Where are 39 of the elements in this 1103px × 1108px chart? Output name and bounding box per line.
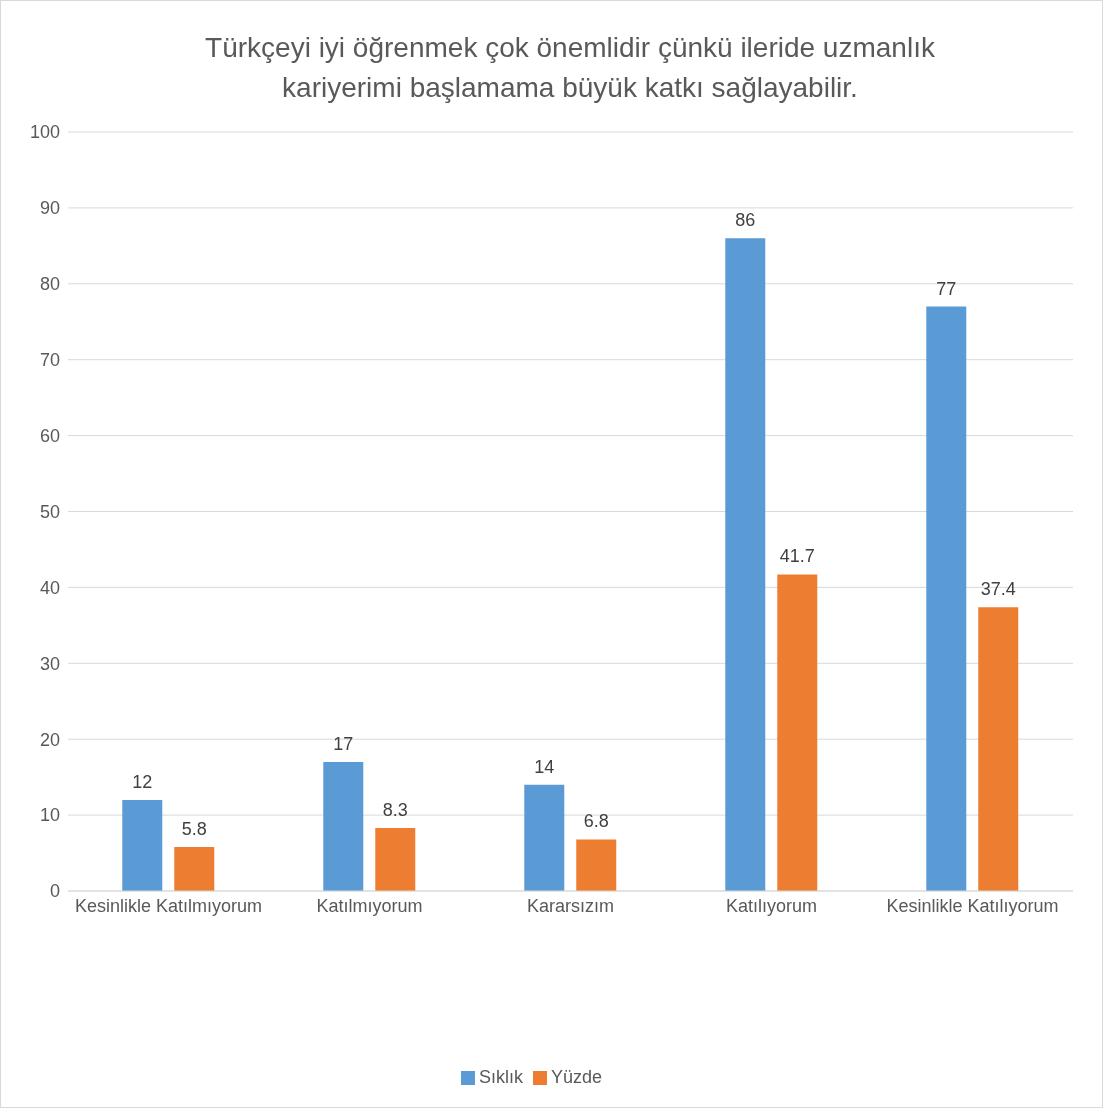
- y-tick-label: 10: [39, 805, 60, 826]
- data-label: 41.7: [779, 546, 815, 567]
- x-tick-label: Kesinlikle Katılıyorum: [886, 895, 1059, 916]
- y-tick-label: 80: [39, 274, 60, 295]
- y-tick-label: 90: [39, 198, 60, 219]
- data-label: 77: [936, 278, 957, 299]
- y-tick-label: 100: [29, 122, 60, 143]
- y-tick-label: 0: [49, 881, 60, 902]
- x-tick-label: Katılmıyorum: [316, 895, 423, 916]
- bar: [576, 839, 617, 891]
- bar: [777, 574, 818, 891]
- y-tick-label: 20: [39, 729, 60, 750]
- x-tick-label: Kararsızım: [526, 895, 615, 916]
- y-tick-label: 60: [39, 425, 60, 446]
- data-label: 8.3: [382, 800, 408, 820]
- bar: [323, 761, 364, 891]
- data-label: 12: [132, 771, 153, 792]
- y-tick-label: 40: [39, 577, 60, 598]
- chart-title: Türkçeyi iyi öğrenmek çok önemlidir çünkü ileride uzmanlık kariyerimi başlamama büyük katkı sağlayabilir.: [204, 31, 936, 105]
- x-tick-label: Kesinlikle Katılmıyorum: [74, 895, 263, 916]
- bar: [174, 846, 215, 891]
- data-label: 17: [333, 733, 354, 754]
- bar: [375, 828, 416, 891]
- bar: [725, 238, 766, 891]
- y-tick-label: 30: [39, 653, 60, 674]
- data-label: 14: [534, 756, 555, 777]
- legend-label: Sıklık: [478, 1067, 523, 1087]
- data-label: 5.8: [181, 818, 207, 839]
- data-label: 6.8: [583, 811, 609, 832]
- bar: [978, 607, 1019, 891]
- bar: [122, 799, 163, 891]
- x-tick-label: Katılıyorum: [725, 895, 818, 916]
- bar: [926, 306, 967, 891]
- data-label: 37.4: [980, 579, 1016, 600]
- legend-label: Yüzde: [550, 1067, 603, 1087]
- y-tick-label: 70: [39, 350, 60, 371]
- data-label: 86: [735, 210, 756, 231]
- y-tick-label: 50: [39, 501, 60, 522]
- bar: [524, 784, 565, 891]
